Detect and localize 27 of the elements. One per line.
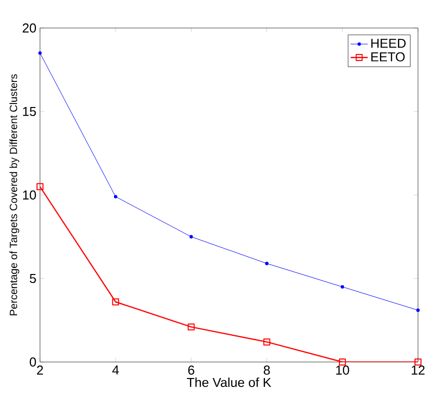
point [190,235,193,238]
point [114,194,118,198]
point [263,338,270,346]
x-tick-label: 2 [37,366,43,375]
point [416,308,420,312]
legend-label: EETO [371,52,405,62]
point [38,51,42,55]
x-tick-label: 8 [264,366,270,375]
x-tick-label: 6 [188,366,194,375]
point [414,358,422,366]
y-tick-label: 10 [23,190,36,200]
point [265,262,268,266]
y-tick-label: 15 [23,106,36,116]
y-tick-label: 0 [30,357,36,367]
point [36,183,44,190]
point [338,358,346,366]
y-tick-label: 20 [22,23,36,33]
y-axis-title: Percentage of Targets Covered by Different Clusters [9,74,20,316]
point [188,323,195,330]
x-tick-label: 12 [412,366,425,375]
legend-label: HEED [371,38,406,48]
y-tick-label: 5 [30,274,36,284]
x-axis-title: The Value of K [186,378,272,388]
point [112,298,120,306]
point [340,285,344,289]
x-tick-label: 10 [336,366,350,375]
x-tick-label: 4 [112,366,119,374]
